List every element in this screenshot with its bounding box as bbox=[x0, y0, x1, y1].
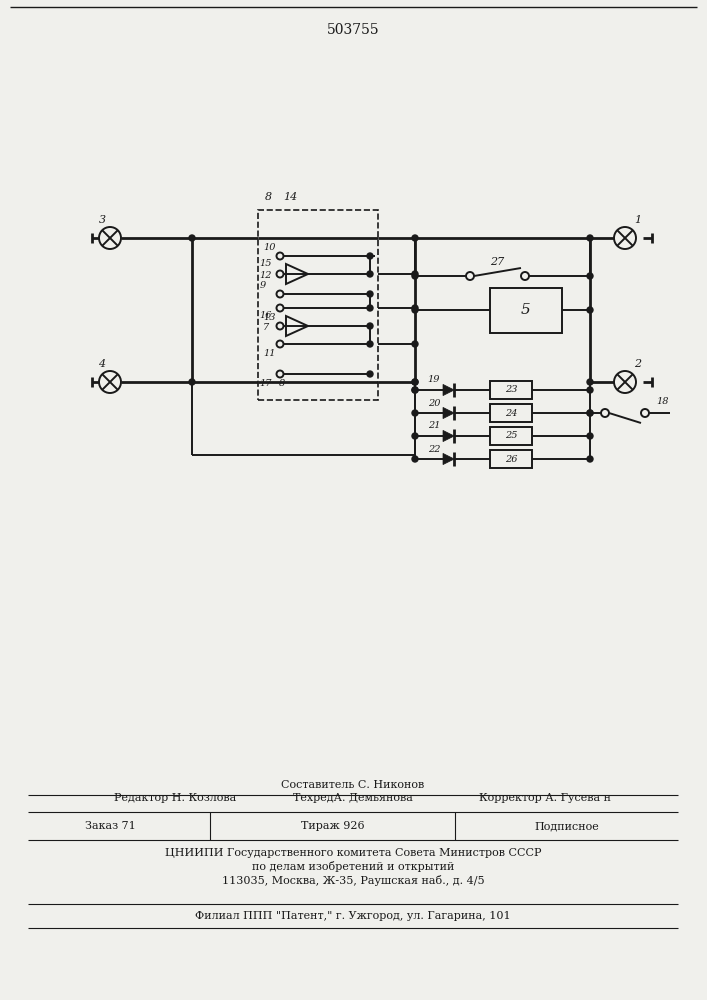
Bar bbox=[490, 381, 532, 399]
Text: 9: 9 bbox=[260, 280, 266, 290]
Circle shape bbox=[189, 379, 195, 385]
Circle shape bbox=[587, 410, 593, 416]
Polygon shape bbox=[443, 384, 454, 396]
Text: 20: 20 bbox=[428, 398, 440, 408]
Polygon shape bbox=[443, 407, 454, 419]
Text: ЦНИИПИ Государственного комитета Совета Министров СССР: ЦНИИПИ Государственного комитета Совета … bbox=[165, 848, 542, 858]
Circle shape bbox=[412, 387, 418, 393]
Text: 8: 8 bbox=[264, 192, 271, 202]
Circle shape bbox=[367, 305, 373, 311]
Circle shape bbox=[412, 379, 418, 385]
Text: 12: 12 bbox=[259, 271, 272, 280]
Circle shape bbox=[587, 379, 593, 385]
Text: 3: 3 bbox=[98, 215, 105, 225]
Text: 11: 11 bbox=[264, 349, 276, 358]
Text: 113035, Москва, Ж-35, Раушская наб., д. 4/5: 113035, Москва, Ж-35, Раушская наб., д. … bbox=[222, 874, 484, 886]
Circle shape bbox=[587, 456, 593, 462]
Circle shape bbox=[367, 371, 373, 377]
Text: по делам изобретений и открытий: по делам изобретений и открытий bbox=[252, 860, 454, 871]
Bar bbox=[490, 450, 532, 468]
Circle shape bbox=[412, 433, 418, 439]
Text: 23: 23 bbox=[505, 385, 518, 394]
Circle shape bbox=[412, 305, 418, 311]
Polygon shape bbox=[443, 453, 454, 465]
Text: 13: 13 bbox=[264, 312, 276, 322]
Text: 17: 17 bbox=[259, 379, 272, 388]
Text: 16: 16 bbox=[259, 312, 272, 320]
Circle shape bbox=[587, 235, 593, 241]
Text: 18: 18 bbox=[657, 396, 670, 406]
Circle shape bbox=[412, 271, 418, 277]
Circle shape bbox=[367, 271, 373, 277]
Circle shape bbox=[412, 235, 418, 241]
Bar bbox=[490, 288, 562, 333]
Circle shape bbox=[412, 387, 418, 393]
Circle shape bbox=[412, 307, 418, 313]
Circle shape bbox=[367, 341, 373, 347]
Text: ТехредА. Демьянова: ТехредА. Демьянова bbox=[293, 793, 413, 803]
Circle shape bbox=[587, 307, 593, 313]
Circle shape bbox=[587, 273, 593, 279]
Circle shape bbox=[412, 379, 418, 385]
Text: 27: 27 bbox=[490, 257, 504, 267]
Circle shape bbox=[367, 323, 373, 329]
Text: 25: 25 bbox=[505, 432, 518, 440]
Bar bbox=[490, 404, 532, 422]
Text: 4: 4 bbox=[98, 359, 105, 369]
Bar bbox=[490, 427, 532, 445]
Text: 10: 10 bbox=[264, 242, 276, 251]
Circle shape bbox=[587, 433, 593, 439]
Circle shape bbox=[367, 291, 373, 297]
Circle shape bbox=[189, 235, 195, 241]
Text: 8: 8 bbox=[279, 379, 285, 388]
Text: Редактор Н. Козлова: Редактор Н. Козлова bbox=[114, 793, 236, 803]
Circle shape bbox=[587, 410, 593, 416]
Text: 21: 21 bbox=[428, 422, 440, 430]
Text: 2: 2 bbox=[634, 359, 641, 369]
Circle shape bbox=[367, 253, 373, 259]
Polygon shape bbox=[443, 430, 454, 442]
Text: 19: 19 bbox=[428, 375, 440, 384]
Text: 5: 5 bbox=[521, 304, 531, 318]
Text: Филиал ППП "Патент," г. Ужгород, ул. Гагарина, 101: Филиал ППП "Патент," г. Ужгород, ул. Гаг… bbox=[195, 911, 511, 921]
Text: 14: 14 bbox=[283, 192, 297, 202]
Text: Подписное: Подписное bbox=[534, 821, 600, 831]
Text: Заказ 71: Заказ 71 bbox=[85, 821, 135, 831]
Bar bbox=[258, 210, 378, 400]
Text: 7: 7 bbox=[263, 324, 269, 332]
Text: 15: 15 bbox=[259, 259, 272, 268]
Text: 24: 24 bbox=[505, 408, 518, 418]
Circle shape bbox=[412, 410, 418, 416]
Text: Корректор А. Гусева н: Корректор А. Гусева н bbox=[479, 793, 611, 803]
Text: 26: 26 bbox=[505, 454, 518, 464]
Text: 503755: 503755 bbox=[327, 23, 380, 37]
Text: Тираж 926: Тираж 926 bbox=[301, 821, 365, 831]
Circle shape bbox=[412, 341, 418, 347]
Text: 22: 22 bbox=[428, 444, 440, 454]
Circle shape bbox=[587, 387, 593, 393]
Circle shape bbox=[412, 273, 418, 279]
Text: 1: 1 bbox=[634, 215, 641, 225]
Text: Составитель С. Никонов: Составитель С. Никонов bbox=[281, 780, 425, 790]
Circle shape bbox=[412, 456, 418, 462]
